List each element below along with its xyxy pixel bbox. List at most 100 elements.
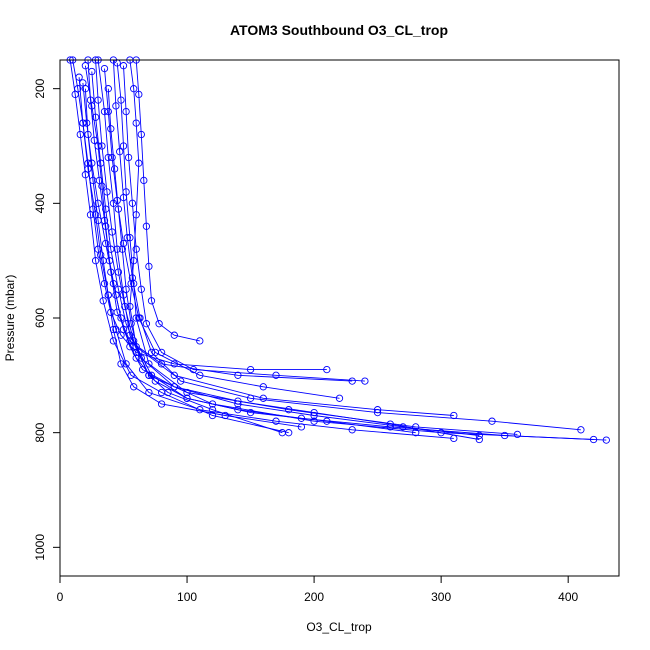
- series-16: [84, 56, 598, 444]
- data-point: [114, 268, 123, 276]
- data-point: [104, 107, 112, 116]
- data-point: [137, 285, 145, 293]
- data-point: [94, 199, 102, 207]
- y-axis: 200 400 600 800 1000: [33, 78, 61, 561]
- data-point: [170, 371, 178, 379]
- data-point: [122, 285, 130, 293]
- data-point: [208, 400, 217, 408]
- data-point: [100, 216, 109, 225]
- series-line: [107, 88, 283, 434]
- data-point: [234, 406, 242, 414]
- data-point: [116, 148, 124, 156]
- data-point: [108, 228, 116, 236]
- data-point: [132, 314, 140, 322]
- data-point: [132, 354, 140, 362]
- series-line: [72, 59, 327, 371]
- data-point: [234, 400, 242, 408]
- data-point: [112, 102, 120, 110]
- data-point: [475, 431, 483, 440]
- data-point: [112, 291, 120, 299]
- series-10: [81, 85, 306, 431]
- series-line: [69, 59, 289, 434]
- data-point: [119, 62, 128, 70]
- data-point: [76, 130, 84, 139]
- data-point: [259, 383, 267, 391]
- data-point: [412, 423, 420, 431]
- series-0: [69, 56, 331, 374]
- series-15: [132, 56, 204, 345]
- data-point: [135, 159, 143, 167]
- data-point: [128, 274, 137, 282]
- data-point: [361, 377, 369, 385]
- data-point: [91, 257, 100, 265]
- data-point: [335, 394, 344, 402]
- data-point: [297, 423, 306, 431]
- series-line: [84, 88, 302, 428]
- data-point: [109, 337, 118, 345]
- data-point: [157, 400, 166, 408]
- data-point: [104, 291, 112, 299]
- data-point: [117, 96, 125, 104]
- x-tick-label: 0: [57, 590, 64, 604]
- data-point: [88, 159, 96, 167]
- data-point: [208, 406, 217, 414]
- data-point: [81, 171, 90, 179]
- data-point: [170, 383, 178, 391]
- data-point: [164, 388, 172, 397]
- data-point: [145, 371, 153, 379]
- data-point: [170, 331, 178, 339]
- data-point: [142, 320, 151, 328]
- data-point: [79, 79, 87, 87]
- data-point: [123, 234, 131, 242]
- data-point: [513, 430, 522, 439]
- data-point: [246, 408, 255, 417]
- y-tick-label: 1000: [33, 534, 47, 561]
- series-13: [104, 85, 286, 437]
- data-point: [137, 130, 145, 139]
- series-line: [104, 68, 340, 399]
- data-point: [221, 411, 229, 420]
- plot-frame: [59, 59, 620, 577]
- data-point: [126, 234, 134, 242]
- series-11: [119, 62, 369, 385]
- data-point: [107, 125, 115, 133]
- series-line: [78, 77, 454, 439]
- data-point: [323, 365, 331, 374]
- y-axis-label: Pressure (mbar): [3, 275, 17, 362]
- chart-title: ATOM3 Southbound O3_CL_trop: [230, 22, 448, 38]
- data-point: [246, 394, 255, 402]
- series-line: [91, 71, 480, 440]
- data-point: [126, 302, 134, 311]
- data-point: [117, 360, 125, 368]
- data-point: [83, 119, 91, 127]
- data-point: [128, 199, 137, 207]
- data-point: [196, 371, 204, 379]
- data-point: [297, 414, 306, 422]
- data-point: [145, 262, 153, 271]
- data-point: [475, 435, 483, 444]
- data-point: [130, 337, 138, 345]
- x-tick-label: 300: [431, 590, 451, 604]
- data-point: [208, 411, 217, 420]
- data-point: [589, 435, 598, 444]
- series-3: [113, 59, 522, 439]
- data-point: [136, 314, 144, 322]
- series-line: [87, 59, 594, 440]
- data-point: [310, 411, 318, 420]
- x-axis-label: O3_CL_trop: [306, 620, 372, 634]
- data-point: [348, 377, 356, 385]
- y-tick-label: 600: [33, 308, 47, 328]
- data-point: [118, 245, 126, 253]
- data-point: [196, 337, 204, 345]
- data-point: [135, 90, 143, 99]
- data-point: [100, 64, 109, 73]
- data-point: [140, 176, 148, 185]
- data-point: [399, 423, 407, 431]
- data-point: [100, 107, 109, 116]
- data-point: [121, 302, 129, 311]
- data-point: [71, 90, 79, 99]
- data-point: [127, 371, 135, 379]
- data-point: [117, 314, 125, 322]
- data-point: [130, 383, 138, 391]
